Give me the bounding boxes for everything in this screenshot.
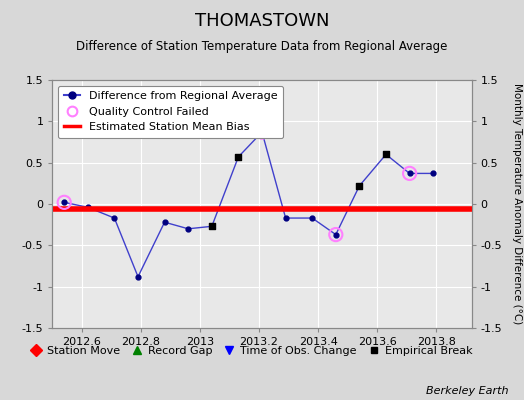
Point xyxy=(355,183,364,189)
Text: Berkeley Earth: Berkeley Earth xyxy=(426,386,508,396)
Point xyxy=(258,129,266,135)
Point xyxy=(60,199,69,206)
Y-axis label: Monthly Temperature Anomaly Difference (°C): Monthly Temperature Anomaly Difference (… xyxy=(512,83,522,325)
Legend: Station Move, Record Gap, Time of Obs. Change, Empirical Break: Station Move, Record Gap, Time of Obs. C… xyxy=(26,342,477,360)
Legend: Difference from Regional Average, Quality Control Failed, Estimated Station Mean: Difference from Regional Average, Qualit… xyxy=(58,86,283,138)
Point xyxy=(208,223,216,230)
Text: THOMASTOWN: THOMASTOWN xyxy=(195,12,329,30)
Point xyxy=(234,154,243,160)
Point xyxy=(382,151,390,158)
Point xyxy=(332,231,340,238)
Point xyxy=(406,170,414,177)
Text: Difference of Station Temperature Data from Regional Average: Difference of Station Temperature Data f… xyxy=(77,40,447,53)
